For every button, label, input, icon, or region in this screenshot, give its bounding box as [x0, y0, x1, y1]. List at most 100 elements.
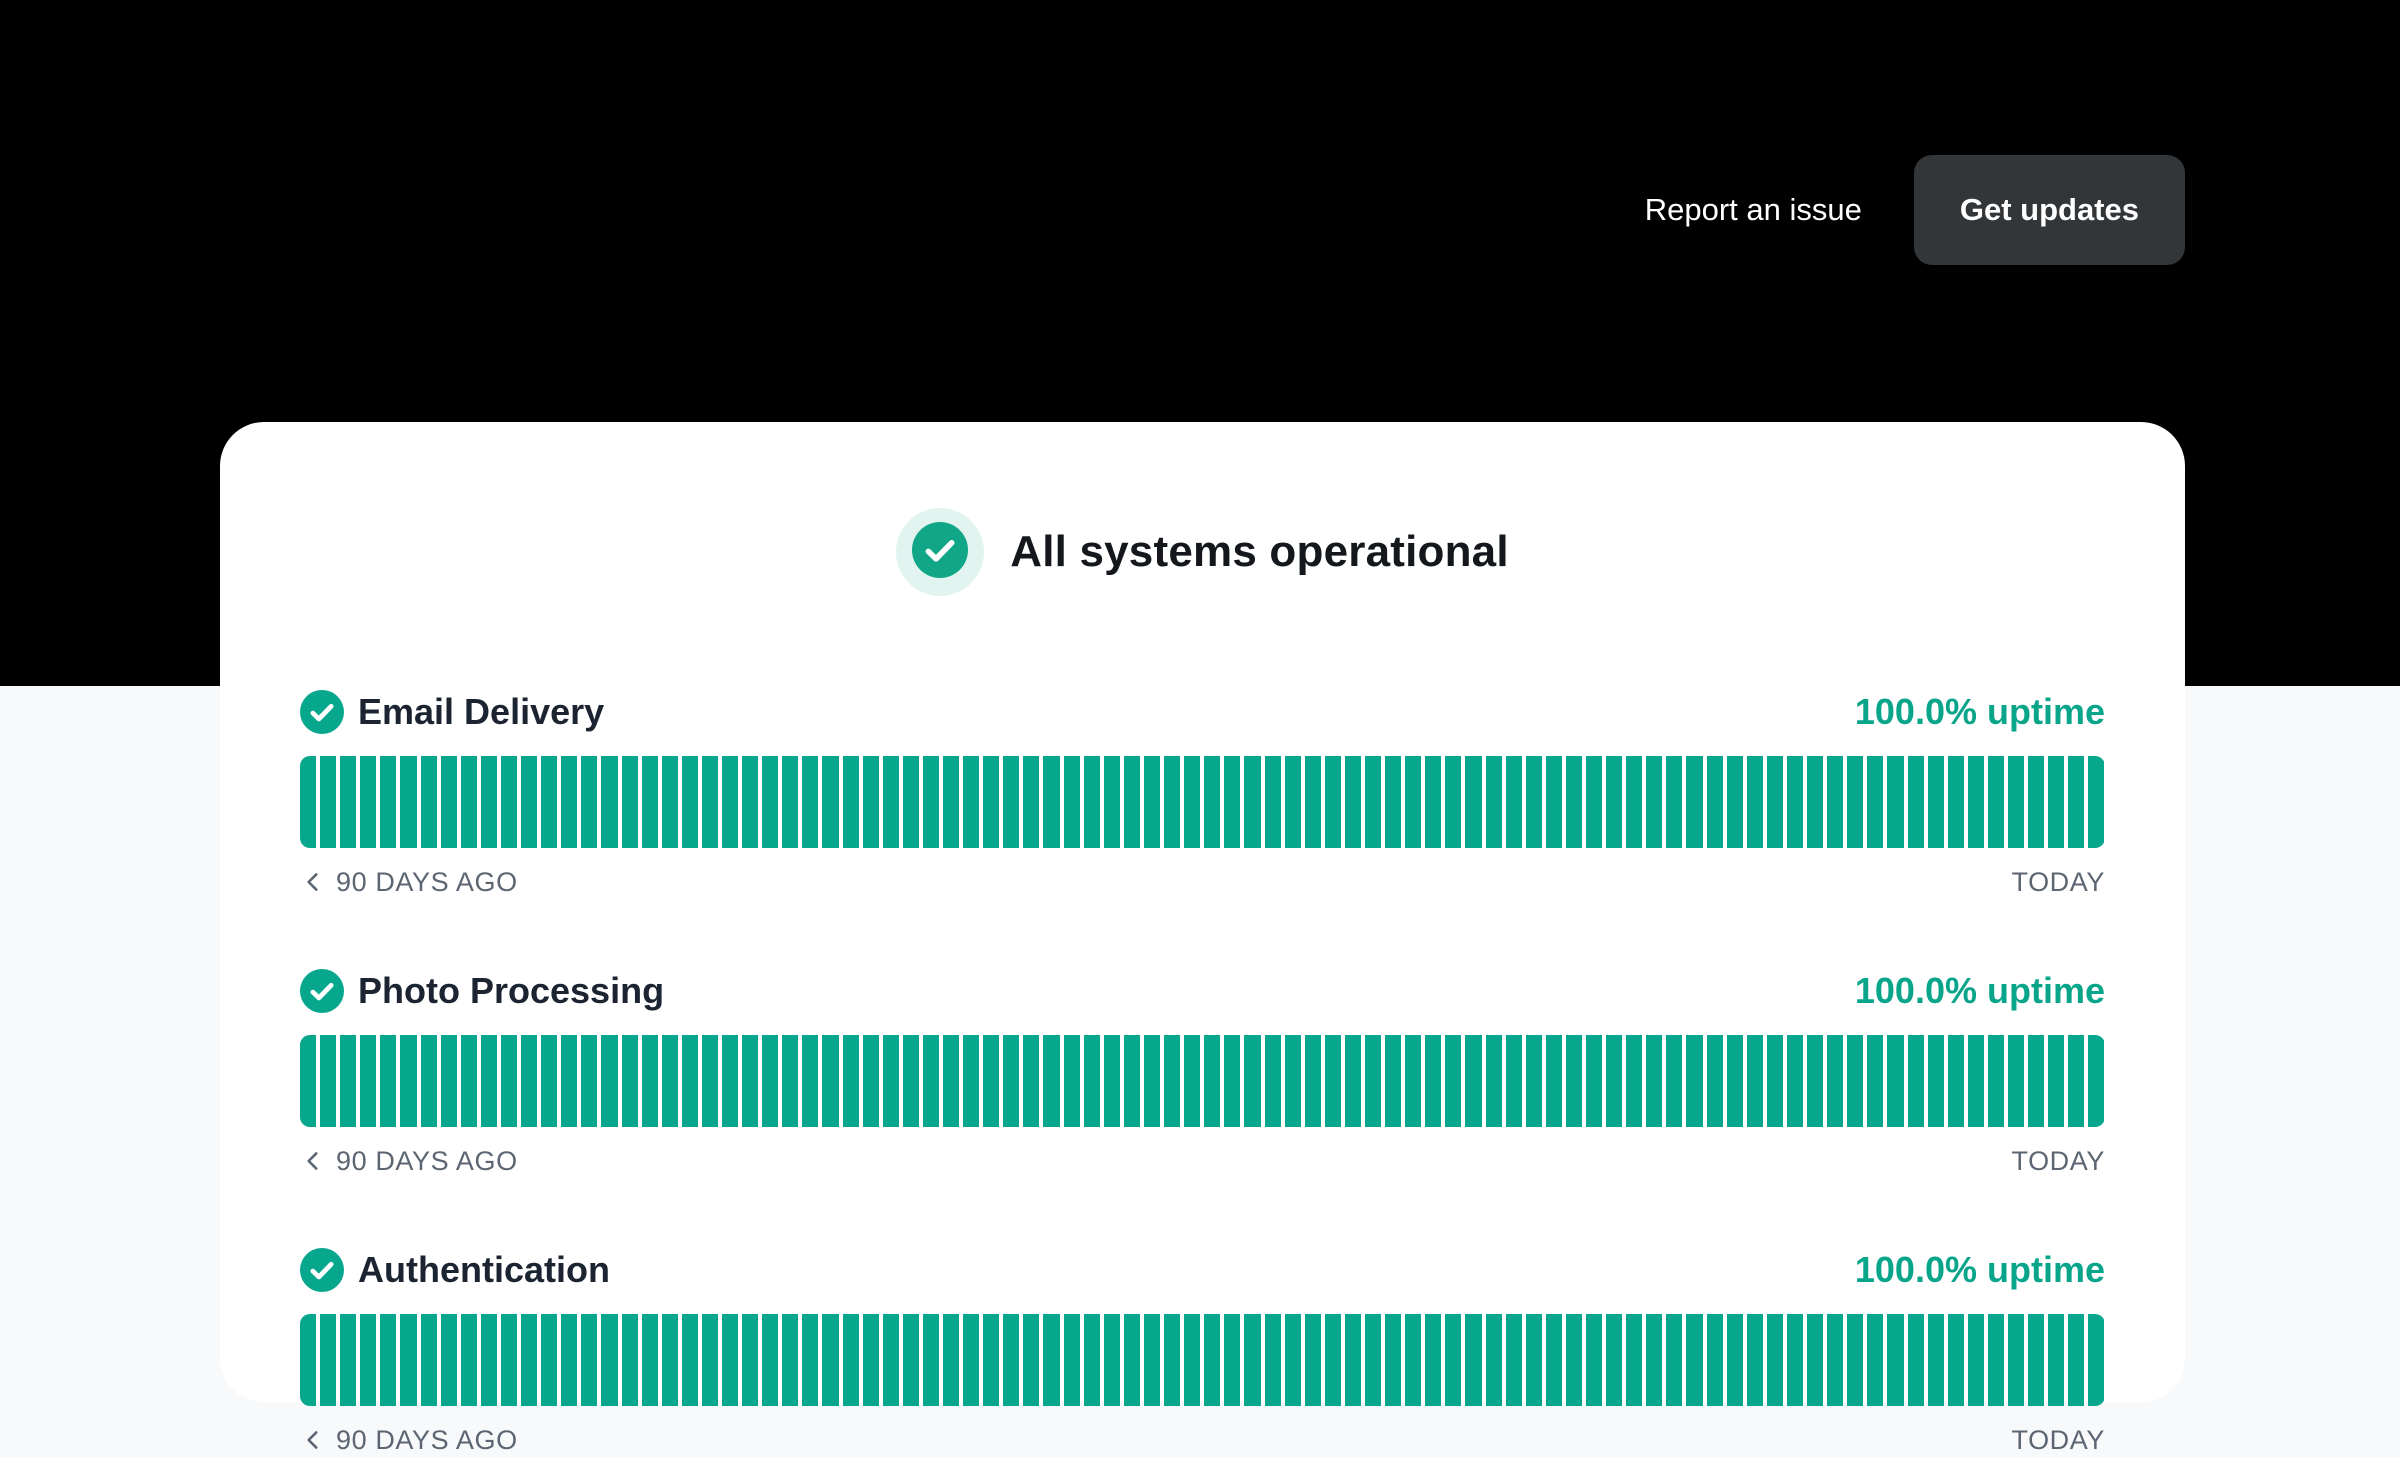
uptime-day-bar[interactable]: [1525, 1314, 1542, 1406]
uptime-day-bar[interactable]: [1465, 1314, 1482, 1406]
uptime-day-bar[interactable]: [1967, 1035, 1984, 1127]
uptime-day-bar[interactable]: [1867, 756, 1884, 848]
uptime-day-bar[interactable]: [1606, 1314, 1623, 1406]
uptime-day-bar[interactable]: [1987, 756, 2004, 848]
uptime-day-bar[interactable]: [420, 756, 437, 848]
uptime-day-bar[interactable]: [601, 1035, 618, 1127]
uptime-day-bar[interactable]: [480, 1035, 497, 1127]
uptime-day-bar[interactable]: [1505, 756, 1522, 848]
uptime-day-bar[interactable]: [1847, 1035, 1864, 1127]
uptime-day-bar[interactable]: [320, 1314, 337, 1406]
uptime-day-bar[interactable]: [621, 1035, 638, 1127]
uptime-day-bar[interactable]: [1164, 1314, 1181, 1406]
uptime-day-bar[interactable]: [1967, 1314, 1984, 1406]
uptime-day-bar[interactable]: [1565, 756, 1582, 848]
uptime-day-bar[interactable]: [1766, 756, 1783, 848]
uptime-day-bar[interactable]: [1184, 756, 1201, 848]
uptime-day-bar[interactable]: [1907, 1035, 1924, 1127]
uptime-day-bar[interactable]: [581, 1314, 598, 1406]
uptime-day-bar[interactable]: [802, 1314, 819, 1406]
uptime-day-bar[interactable]: [1766, 1035, 1783, 1127]
uptime-day-bar[interactable]: [641, 756, 658, 848]
uptime-day-bar[interactable]: [1364, 756, 1382, 848]
uptime-day-bar[interactable]: [862, 1035, 879, 1127]
uptime-day-bar[interactable]: [1344, 1314, 1361, 1406]
uptime-day-bar[interactable]: [1304, 1314, 1321, 1406]
uptime-day-bar[interactable]: [340, 1035, 357, 1127]
uptime-day-bar[interactable]: [1847, 756, 1864, 848]
uptime-day-bar[interactable]: [1425, 1314, 1442, 1406]
uptime-day-bar[interactable]: [1706, 1314, 1723, 1406]
uptime-day-bar[interactable]: [500, 1314, 518, 1406]
uptime-day-bar[interactable]: [340, 1314, 357, 1406]
uptime-day-bar[interactable]: [1927, 756, 1944, 848]
uptime-day-bar[interactable]: [561, 1035, 578, 1127]
uptime-day-bar[interactable]: [1143, 756, 1161, 848]
uptime-day-bar[interactable]: [1204, 1035, 1221, 1127]
uptime-day-bar[interactable]: [1606, 1035, 1623, 1127]
uptime-day-bar[interactable]: [1364, 1035, 1382, 1127]
uptime-day-bar[interactable]: [1726, 756, 1743, 848]
uptime-day-bar[interactable]: [681, 1314, 698, 1406]
uptime-day-bar[interactable]: [1485, 1314, 1502, 1406]
uptime-day-bar[interactable]: [1023, 1035, 1040, 1127]
uptime-day-bar[interactable]: [1827, 1035, 1844, 1127]
uptime-day-bar[interactable]: [1425, 756, 1442, 848]
uptime-day-bar[interactable]: [1927, 1035, 1944, 1127]
uptime-day-bar[interactable]: [541, 1035, 558, 1127]
uptime-day-bar[interactable]: [621, 756, 638, 848]
uptime-day-bar[interactable]: [2007, 756, 2025, 848]
uptime-day-bar[interactable]: [1746, 1035, 1763, 1127]
uptime-day-bar[interactable]: [1143, 1035, 1161, 1127]
uptime-day-bar[interactable]: [500, 1035, 518, 1127]
uptime-day-bar[interactable]: [1264, 1035, 1281, 1127]
uptime-day-bar[interactable]: [1324, 1035, 1341, 1127]
uptime-day-bar[interactable]: [2007, 1314, 2025, 1406]
uptime-day-bar[interactable]: [460, 756, 477, 848]
uptime-day-bar[interactable]: [521, 1035, 538, 1127]
uptime-day-bar[interactable]: [561, 756, 578, 848]
uptime-day-bar[interactable]: [661, 1035, 678, 1127]
uptime-day-bar[interactable]: [2088, 756, 2105, 848]
uptime-day-bar[interactable]: [1204, 1314, 1221, 1406]
uptime-day-bar[interactable]: [1987, 1035, 2004, 1127]
uptime-day-bar[interactable]: [701, 756, 718, 848]
uptime-day-bar[interactable]: [1445, 1035, 1462, 1127]
uptime-day-bar[interactable]: [561, 1314, 578, 1406]
uptime-day-bar[interactable]: [1324, 1314, 1341, 1406]
uptime-day-bar[interactable]: [460, 1314, 477, 1406]
uptime-day-bar[interactable]: [1827, 756, 1844, 848]
uptime-day-bar[interactable]: [1565, 1314, 1582, 1406]
uptime-day-bar[interactable]: [1927, 1314, 1944, 1406]
uptime-day-bar[interactable]: [1626, 1035, 1643, 1127]
uptime-day-bar[interactable]: [1887, 1035, 1904, 1127]
uptime-day-bar[interactable]: [862, 756, 879, 848]
uptime-day-bar[interactable]: [2068, 1035, 2085, 1127]
uptime-day-bar[interactable]: [681, 1035, 698, 1127]
uptime-day-bar[interactable]: [922, 1035, 939, 1127]
uptime-day-bar[interactable]: [1204, 756, 1221, 848]
uptime-day-bar[interactable]: [1586, 756, 1603, 848]
uptime-day-bar[interactable]: [1786, 756, 1804, 848]
uptime-day-bar[interactable]: [1686, 1035, 1703, 1127]
uptime-day-bar[interactable]: [1164, 1035, 1181, 1127]
uptime-day-bar[interactable]: [1344, 1035, 1361, 1127]
uptime-day-bar[interactable]: [1586, 1035, 1603, 1127]
uptime-day-bar[interactable]: [822, 1314, 839, 1406]
uptime-day-bar[interactable]: [1525, 756, 1542, 848]
uptime-day-bar[interactable]: [521, 756, 538, 848]
uptime-day-bar[interactable]: [1847, 1314, 1864, 1406]
uptime-day-bar[interactable]: [1043, 1314, 1060, 1406]
uptime-day-bar[interactable]: [500, 756, 518, 848]
uptime-day-bar[interactable]: [1264, 1314, 1281, 1406]
uptime-day-bar[interactable]: [721, 756, 739, 848]
uptime-day-bar[interactable]: [1947, 1035, 1964, 1127]
uptime-day-bar[interactable]: [480, 756, 497, 848]
uptime-day-bar[interactable]: [2068, 756, 2085, 848]
uptime-day-bar[interactable]: [1505, 1035, 1522, 1127]
uptime-day-bar[interactable]: [320, 1035, 337, 1127]
uptime-day-bar[interactable]: [1907, 756, 1924, 848]
uptime-day-bar[interactable]: [420, 1035, 437, 1127]
uptime-day-bar[interactable]: [601, 756, 618, 848]
uptime-day-bar[interactable]: [1043, 756, 1060, 848]
